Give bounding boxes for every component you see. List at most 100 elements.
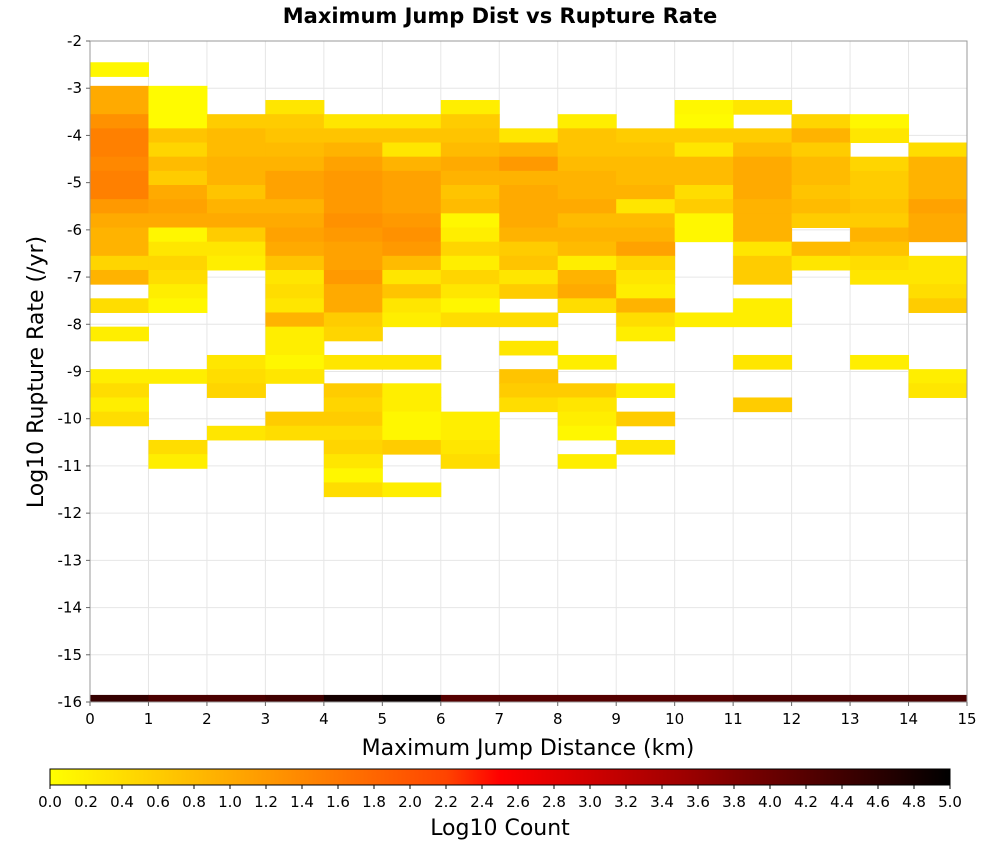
heatmap-cell — [90, 185, 149, 200]
heatmap-cell — [206, 255, 266, 271]
heatmap-cell — [733, 213, 793, 228]
y-tick-label: -11 — [58, 457, 83, 475]
heatmap-cell — [733, 312, 793, 328]
heatmap-cell-bottom-row — [557, 694, 617, 703]
heatmap-cell — [148, 269, 208, 285]
heatmap-cell — [733, 354, 793, 370]
x-tick-label: 2 — [202, 710, 212, 728]
heatmap-cell — [674, 185, 734, 200]
heatmap-cell — [850, 156, 910, 172]
heatmap-cell — [382, 227, 442, 243]
heatmap-cell — [90, 114, 149, 129]
heatmap-cell — [499, 128, 559, 144]
heatmap-cell — [382, 170, 442, 186]
heatmap-cell — [90, 85, 149, 101]
heatmap-cell-bottom-row — [148, 694, 208, 703]
heatmap-cell — [850, 185, 910, 200]
y-tick-label: -7 — [67, 268, 82, 286]
heatmap-cell — [265, 128, 325, 144]
heatmap-cell — [265, 114, 325, 129]
heatmap-cell — [557, 454, 617, 469]
heatmap-cell — [90, 269, 149, 285]
heatmap-cell — [616, 326, 676, 342]
heatmap-cell — [323, 468, 383, 483]
heatmap-cell — [206, 213, 266, 228]
heatmap-cell — [206, 128, 266, 144]
heatmap-cell — [206, 354, 266, 370]
heatmap-cell — [206, 199, 266, 214]
heatmap-cell — [908, 213, 968, 228]
heatmap-cell — [616, 284, 676, 299]
y-tick-label: -4 — [67, 126, 82, 144]
heatmap-cell — [557, 411, 617, 427]
heatmap-cell — [557, 156, 617, 172]
heatmap-cell — [499, 397, 559, 413]
heatmap-cell — [499, 156, 559, 172]
heatmap-cell — [440, 312, 500, 328]
colorbar-tick-label: 0.0 — [38, 793, 62, 811]
heatmap-cell — [148, 156, 208, 172]
heatmap-cell — [206, 142, 266, 158]
heatmap-cell — [323, 326, 383, 342]
heatmap-cell — [616, 213, 676, 228]
heatmap-cell — [616, 185, 676, 200]
heatmap-cell — [908, 383, 968, 398]
heatmap-cell — [265, 185, 325, 200]
heatmap-cell — [323, 439, 383, 455]
heatmap-cell — [440, 114, 500, 129]
heatmap-cell — [148, 170, 208, 186]
heatmap-cell — [908, 142, 968, 158]
heatmap-cell — [440, 284, 500, 299]
heatmap-cell — [733, 269, 793, 285]
colorbar-tick-label: 4.4 — [830, 793, 854, 811]
heatmap-cell — [791, 199, 851, 214]
heatmap-cell — [616, 383, 676, 398]
heatmap-cell — [323, 128, 383, 144]
heatmap-cell — [148, 213, 208, 228]
heatmap-cell — [323, 255, 383, 271]
heatmap-cell — [148, 439, 208, 455]
heatmap-cell — [440, 425, 500, 441]
heatmap-cell — [557, 397, 617, 413]
heatmap-cell — [733, 156, 793, 172]
heatmap-cell — [440, 100, 500, 115]
chart-title: Maximum Jump Dist vs Rupture Rate — [283, 4, 717, 28]
heatmap-cell — [557, 354, 617, 370]
heatmap-cell — [499, 199, 559, 214]
heatmap-cell — [850, 199, 910, 214]
heatmap-cell — [908, 269, 968, 285]
heatmap-cell — [265, 156, 325, 172]
heatmap-cell — [265, 213, 325, 228]
heatmap-cell — [674, 128, 734, 144]
heatmap-cell — [908, 369, 968, 384]
heatmap-cell — [382, 255, 442, 271]
heatmap-cell — [265, 227, 325, 243]
heatmap-cell — [206, 383, 266, 398]
heatmap-cell — [90, 213, 149, 228]
heatmap-cell — [90, 62, 149, 77]
colorbar-tick-label: 3.2 — [614, 793, 638, 811]
heatmap-cell-bottom-row — [850, 694, 910, 703]
colorbar-tick-label: 2.2 — [434, 793, 458, 811]
x-axis-ticks: 0 1 2 3 4 5 6 7 8 9 10 11 12 13 14 15 — [85, 702, 977, 728]
heatmap-cell — [616, 156, 676, 172]
heatmap-cell — [557, 199, 617, 214]
heatmap-cell — [791, 142, 851, 158]
heatmap-cell-bottom-row — [265, 694, 325, 703]
heatmap-cell — [382, 425, 442, 441]
heatmap-cell — [265, 326, 325, 342]
heatmap-cell — [440, 213, 500, 228]
heatmap-cell — [733, 142, 793, 158]
heatmap-cell — [90, 227, 149, 243]
heatmap-cell — [148, 369, 208, 384]
colorbar-tick-label: 0.4 — [110, 793, 134, 811]
x-tick-label: 13 — [841, 710, 860, 728]
heatmap-cell — [148, 454, 208, 469]
heatmap-cell — [791, 114, 851, 129]
heatmap-cell — [791, 170, 851, 186]
heatmap-cell — [908, 227, 968, 243]
heatmap-cell — [206, 185, 266, 200]
heatmap-cell — [148, 284, 208, 299]
heatmap-cell — [908, 255, 968, 271]
heatmap-cell — [791, 156, 851, 172]
